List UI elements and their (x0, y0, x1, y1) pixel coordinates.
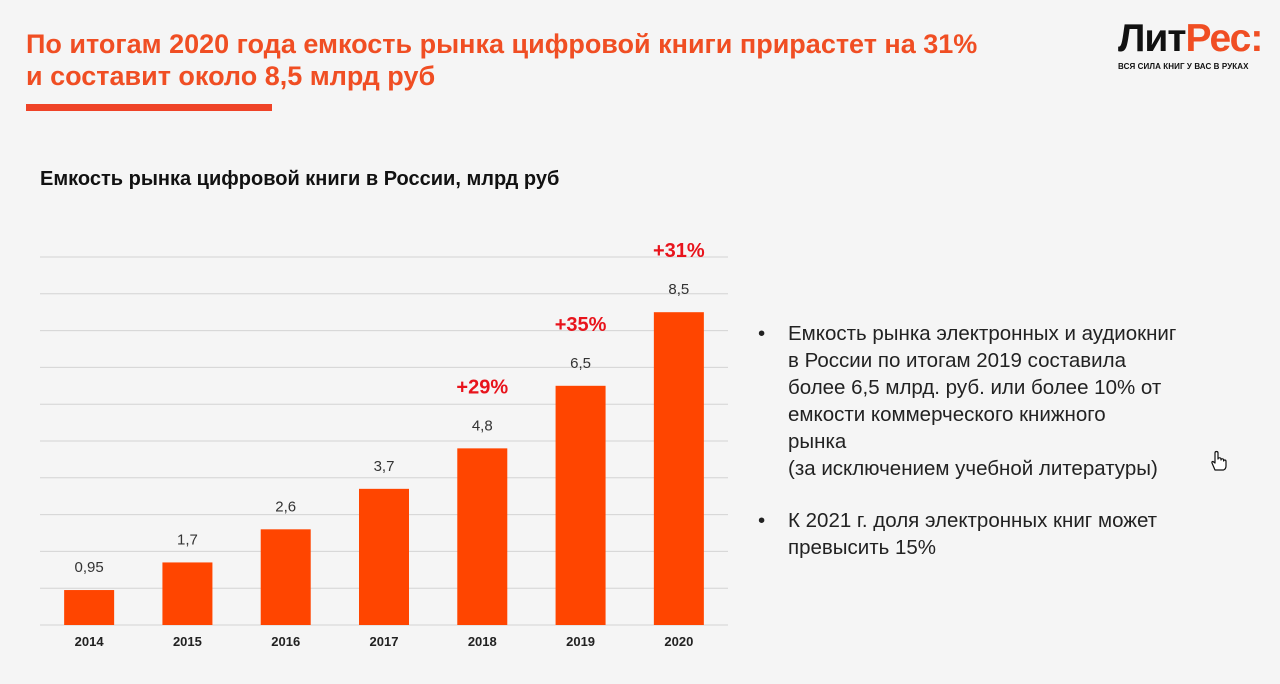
chart-bar (64, 590, 115, 625)
bullet-dot: • (758, 509, 766, 532)
chart-bar (359, 488, 409, 625)
bar-value-label: 2,6 (275, 498, 296, 515)
bullet-item: • К 2021 г. доля электронных книг может … (758, 507, 1248, 561)
growth-label: +31% (653, 240, 705, 262)
bar-chart: 0,95 2014 1,7 2015 2,6 2016 3,7 2017 4,8 +29% 2018… (40, 240, 728, 649)
logo-wordmark: ЛитРес: (1118, 18, 1268, 60)
chart-labels: 0,95 2014 1,7 2015 2,6 2016 3,7 2017 4,8 +29% 2018… (75, 240, 705, 649)
bullet-text: К 2021 г. доля электронных книг может пр… (788, 509, 1158, 559)
x-tick-label: 2016 (271, 634, 300, 649)
bullet-dot: • (758, 322, 766, 345)
title-underline (26, 104, 272, 111)
chart-gridlines (40, 256, 728, 626)
bar-value-label: 6,5 (570, 355, 591, 372)
chart-bar (260, 529, 311, 625)
x-tick-label: 2018 (468, 634, 497, 649)
x-tick-label: 2020 (664, 634, 693, 649)
chart-title: Емкость рынка цифровой книги в России, м… (40, 168, 560, 190)
bar-value-label: 8,5 (668, 281, 689, 298)
x-tick-label: 2019 (566, 634, 595, 649)
hand-pointer-icon (1211, 450, 1227, 471)
bullet-list: • Емкость рынка электронных и аудиокниг … (758, 320, 1248, 586)
logo-word-dark: Лит (1118, 17, 1186, 60)
slide-title-line-2: и составит около 8,5 млрд руб (26, 61, 436, 91)
litres-logo: ЛитРес: ВСЯ СИЛА КНИГ У ВАС В РУКАХ (1118, 18, 1268, 72)
bullet-text: Емкость рынка электронных и аудиокниг в … (788, 322, 1177, 480)
bar-value-label: 0,95 (75, 559, 104, 576)
chart-bar (457, 448, 508, 625)
chart-bars (64, 312, 704, 625)
growth-label: +35% (555, 314, 607, 336)
chart-bar (653, 312, 704, 625)
x-tick-label: 2017 (370, 634, 399, 649)
bar-value-label: 1,7 (177, 531, 198, 548)
growth-label: +29% (456, 376, 508, 398)
bullet-item: • Емкость рынка электронных и аудиокниг … (758, 320, 1248, 482)
logo-tagline: ВСЯ СИЛА КНИГ У ВАС В РУКАХ (1118, 62, 1249, 71)
chart-bar (555, 385, 606, 625)
chart-bar (162, 562, 213, 625)
logo-word-red: Рес: (1185, 17, 1263, 60)
x-tick-label: 2015 (173, 634, 202, 649)
slide-title: По итогам 2020 года емкость рынка цифров… (26, 28, 1086, 92)
x-tick-label: 2014 (75, 634, 105, 649)
bar-value-label: 4,8 (472, 417, 493, 434)
bar-value-label: 3,7 (374, 458, 395, 475)
slide-title-line-1: По итогам 2020 года емкость рынка цифров… (26, 29, 978, 59)
